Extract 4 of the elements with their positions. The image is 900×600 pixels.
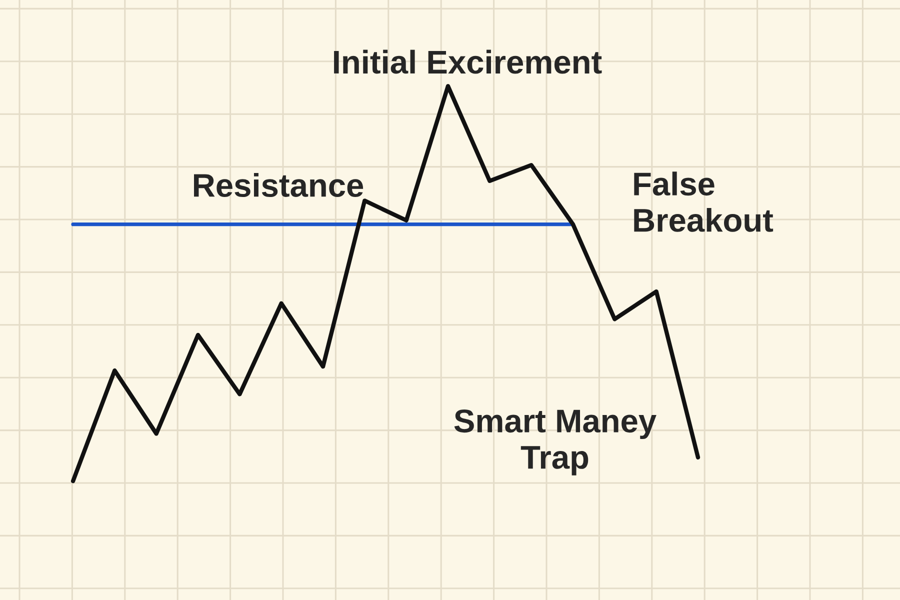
annotation: Smart Maney Trap xyxy=(454,409,656,476)
series-label: Resistance xyxy=(194,173,364,198)
text: Initial Excirement xyxy=(334,50,602,74)
annotation: False Breakout xyxy=(634,172,774,232)
